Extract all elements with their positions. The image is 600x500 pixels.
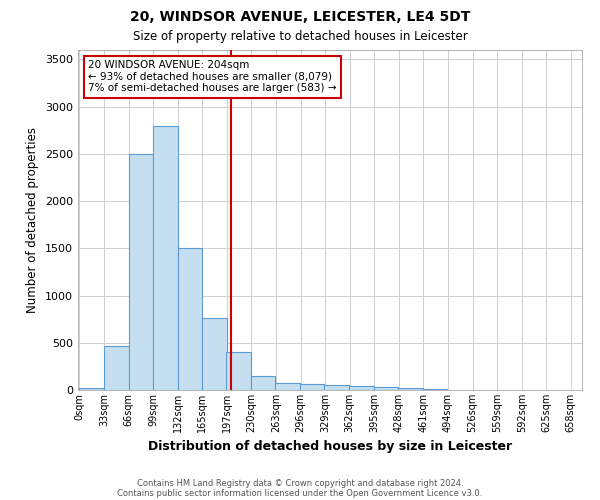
Bar	[398, 388, 422, 390]
Bar	[325, 386, 349, 390]
Bar	[153, 126, 178, 390]
Bar	[275, 383, 300, 390]
Bar	[251, 376, 275, 390]
Bar	[422, 389, 447, 390]
Bar	[349, 386, 374, 390]
Bar	[128, 154, 153, 390]
X-axis label: Distribution of detached houses by size in Leicester: Distribution of detached houses by size …	[148, 440, 512, 454]
Bar	[104, 346, 128, 390]
Text: Contains public sector information licensed under the Open Government Licence v3: Contains public sector information licen…	[118, 488, 482, 498]
Bar	[226, 352, 251, 390]
Text: 20 WINDSOR AVENUE: 204sqm
← 93% of detached houses are smaller (8,079)
7% of sem: 20 WINDSOR AVENUE: 204sqm ← 93% of detac…	[88, 60, 337, 94]
Bar	[202, 318, 227, 390]
Y-axis label: Number of detached properties: Number of detached properties	[26, 127, 40, 313]
Text: Contains HM Land Registry data © Crown copyright and database right 2024.: Contains HM Land Registry data © Crown c…	[137, 478, 463, 488]
Text: 20, WINDSOR AVENUE, LEICESTER, LE4 5DT: 20, WINDSOR AVENUE, LEICESTER, LE4 5DT	[130, 10, 470, 24]
Bar	[178, 248, 202, 390]
Bar	[374, 387, 398, 390]
Text: Size of property relative to detached houses in Leicester: Size of property relative to detached ho…	[133, 30, 467, 43]
Bar	[300, 384, 325, 390]
Bar	[79, 388, 104, 390]
